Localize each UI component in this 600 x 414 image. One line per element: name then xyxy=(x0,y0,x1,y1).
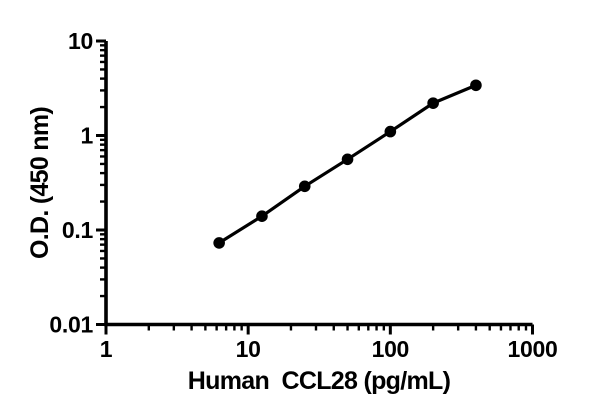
axis-spines xyxy=(104,41,533,327)
axes: 0.01 0.1 1 10 1 10 100 1000 xyxy=(49,28,557,362)
y-axis-title: O.D. (450 nm) xyxy=(26,107,54,259)
x-tick-label: 1 xyxy=(100,336,113,362)
data-point xyxy=(427,97,439,109)
y-tick-label: 0.1 xyxy=(62,217,94,243)
data-point xyxy=(298,180,311,193)
data-point xyxy=(470,79,482,92)
x-axis-title: Human CCL28 (pg/mL) xyxy=(188,367,451,395)
data-series xyxy=(213,79,482,249)
y-tick-label: 10 xyxy=(68,28,93,54)
y-tick-label: 0.01 xyxy=(49,312,93,338)
data-point xyxy=(341,153,354,166)
data-point xyxy=(256,210,268,222)
y-tick-label: 1 xyxy=(81,123,94,149)
x-tick-label: 10 xyxy=(236,336,261,362)
data-point xyxy=(384,125,397,138)
data-point xyxy=(213,237,225,249)
x-tick-label: 100 xyxy=(372,336,409,362)
x-tick-label: 1000 xyxy=(508,336,558,362)
